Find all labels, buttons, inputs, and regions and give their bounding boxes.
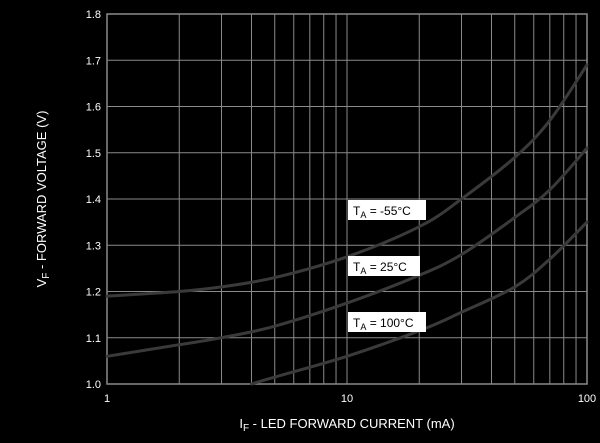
series-line-2 <box>250 220 589 386</box>
curves <box>105 63 589 386</box>
curve-labels: TA = -55°C TA = 25°C TA = 100°C <box>348 200 426 332</box>
series-label-text: TA = 100°C <box>353 316 414 332</box>
y-tick-label: 1.3 <box>86 240 101 252</box>
x-tick-label: 100 <box>578 393 596 405</box>
series-label-text: TA = 25°C <box>353 260 407 276</box>
series-label-box <box>348 200 426 220</box>
x-tick-label: 10 <box>341 393 353 405</box>
y-axis-label: VF - FORWARD VOLTAGE (V) <box>34 111 52 288</box>
y-tick-label: 1.8 <box>86 9 101 21</box>
y-tick-label: 1.4 <box>86 194 101 206</box>
series-line-1 <box>105 146 589 358</box>
x-axis-label: IF - LED FORWARD CURRENT (mA) <box>239 416 454 434</box>
grid <box>106 13 588 385</box>
series-line-0 <box>105 63 589 298</box>
y-tick-label: 1.0 <box>86 379 101 391</box>
series-label-1: TA = 25°C <box>348 256 420 276</box>
y-tick-label: 1.5 <box>86 148 101 160</box>
x-tick-label: 1 <box>104 393 110 405</box>
y-tick-label: 1.2 <box>86 287 101 299</box>
y-tick-label: 1.1 <box>86 333 101 345</box>
series-label-2: TA = 100°C <box>348 312 426 332</box>
series-label-box <box>348 256 420 276</box>
y-tick-label: 1.6 <box>86 102 101 114</box>
y-tick-label: 1.7 <box>86 55 101 67</box>
tick-labels: 1.0 1.1 1.2 1.3 1.4 1.5 1.6 1.7 1.8 1 10 100 <box>86 9 596 405</box>
series-label-box <box>348 312 426 332</box>
series-label-0: TA = -55°C <box>348 200 426 220</box>
series-label-text: TA = -55°C <box>353 204 411 220</box>
